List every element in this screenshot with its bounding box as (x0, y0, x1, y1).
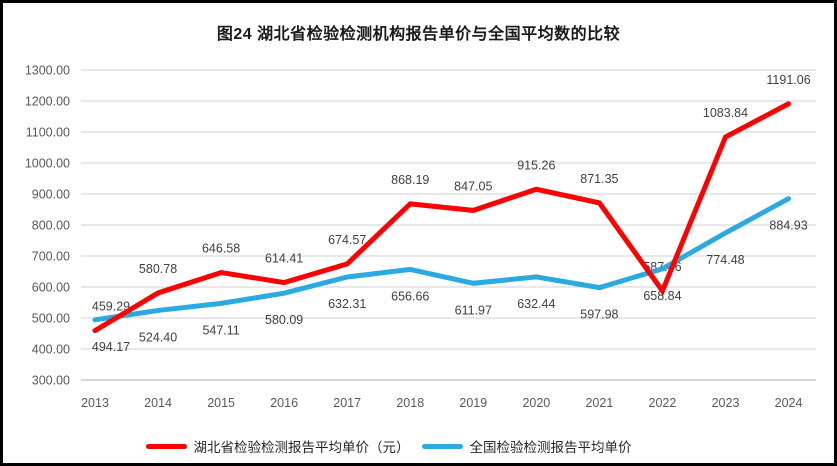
hubei-data-label: 459.29 (92, 300, 130, 314)
y-axis-tick-label: 1300.00 (25, 64, 70, 78)
hubei-data-label: 871.35 (580, 172, 618, 186)
legend-label-hubei: 湖北省检验检测报告平均单价（元） (193, 440, 410, 455)
national-data-label: 597.98 (580, 308, 618, 322)
hubei-data-label: 646.58 (202, 242, 240, 256)
x-axis-tick-label: 2014 (144, 396, 172, 410)
x-axis-tick-label: 2018 (396, 396, 424, 410)
legend-label-national: 全国检验检测报告平均单价 (469, 440, 632, 455)
legend-swatch-hubei-icon (145, 443, 187, 449)
x-axis-tick-label: 2013 (81, 396, 109, 410)
hubei-series-line (92, 101, 792, 334)
national-data-label: 632.44 (517, 297, 555, 311)
y-axis-tick-label: 1100.00 (26, 126, 70, 140)
hubei-data-label: 868.19 (391, 173, 429, 187)
x-axis-tick-label: 2024 (775, 396, 803, 410)
chart-title: 图24 湖北省检验检测机构报告单价与全国平均数的比较 (216, 26, 621, 43)
national-data-label: 658.84 (643, 289, 681, 303)
y-axis-tick-label: 1200.00 (25, 95, 70, 109)
hubei-data-label: 580.78 (139, 262, 177, 276)
hubei-data-label: 915.26 (517, 158, 555, 172)
x-axis-tick-label: 2020 (522, 396, 550, 410)
chart-legend: 湖北省检验检测报告平均单价（元） 全国检验检测报告平均单价 (3, 436, 804, 456)
y-axis-tick-label: 600.00 (32, 281, 70, 295)
hubei-data-label: 1083.84 (703, 106, 748, 120)
y-axis-tick-label: 700.00 (32, 250, 70, 264)
y-axis-tick-label: 500.00 (32, 312, 70, 326)
national-data-label: 580.09 (265, 313, 303, 327)
hubei-data-label: 847.05 (454, 179, 492, 193)
x-axis-tick-label: 2022 (649, 396, 677, 410)
legend-item-national: 全国检验检测报告平均单价 (421, 436, 632, 456)
y-axis-tick-label: 900.00 (32, 188, 70, 202)
hubei-data-label: 614.41 (265, 252, 303, 266)
x-axis-tick-label: 2021 (585, 396, 613, 410)
legend-swatch-national-icon (421, 443, 463, 449)
legend-item-hubei: 湖北省检验检测报告平均单价（元） (145, 436, 410, 456)
national-data-label: 656.66 (391, 289, 429, 303)
y-axis-tick-label: 300.00 (32, 374, 70, 388)
hubei-data-label: 1191.06 (766, 73, 810, 87)
y-axis-tick-label: 800.00 (32, 219, 70, 233)
y-axis-tick-label: 400.00 (32, 343, 70, 357)
x-axis-tick-label: 2015 (207, 396, 235, 410)
national-data-label: 524.40 (139, 330, 177, 344)
national-data-label: 632.31 (328, 297, 366, 311)
national-data-label: 884.93 (769, 219, 807, 233)
national-series-line (92, 196, 792, 323)
x-axis-tick-label: 2023 (712, 396, 740, 410)
y-axis-tick-label: 1000.00 (25, 157, 70, 171)
x-axis-tick-label: 2017 (333, 396, 361, 410)
national-data-label: 611.97 (455, 303, 492, 317)
x-axis-tick-label: 2019 (459, 396, 487, 410)
x-axis-tick-label: 2016 (270, 396, 298, 410)
national-data-label: 494.17 (92, 340, 130, 354)
hubei-data-label: 674.57 (328, 233, 366, 247)
national-data-label: 774.48 (706, 253, 744, 267)
line-chart-svg: 300.00 400.00 500.00 600.00 700.00 800.00 900.… (25, 64, 816, 410)
national-data-label: 547.11 (202, 323, 239, 337)
